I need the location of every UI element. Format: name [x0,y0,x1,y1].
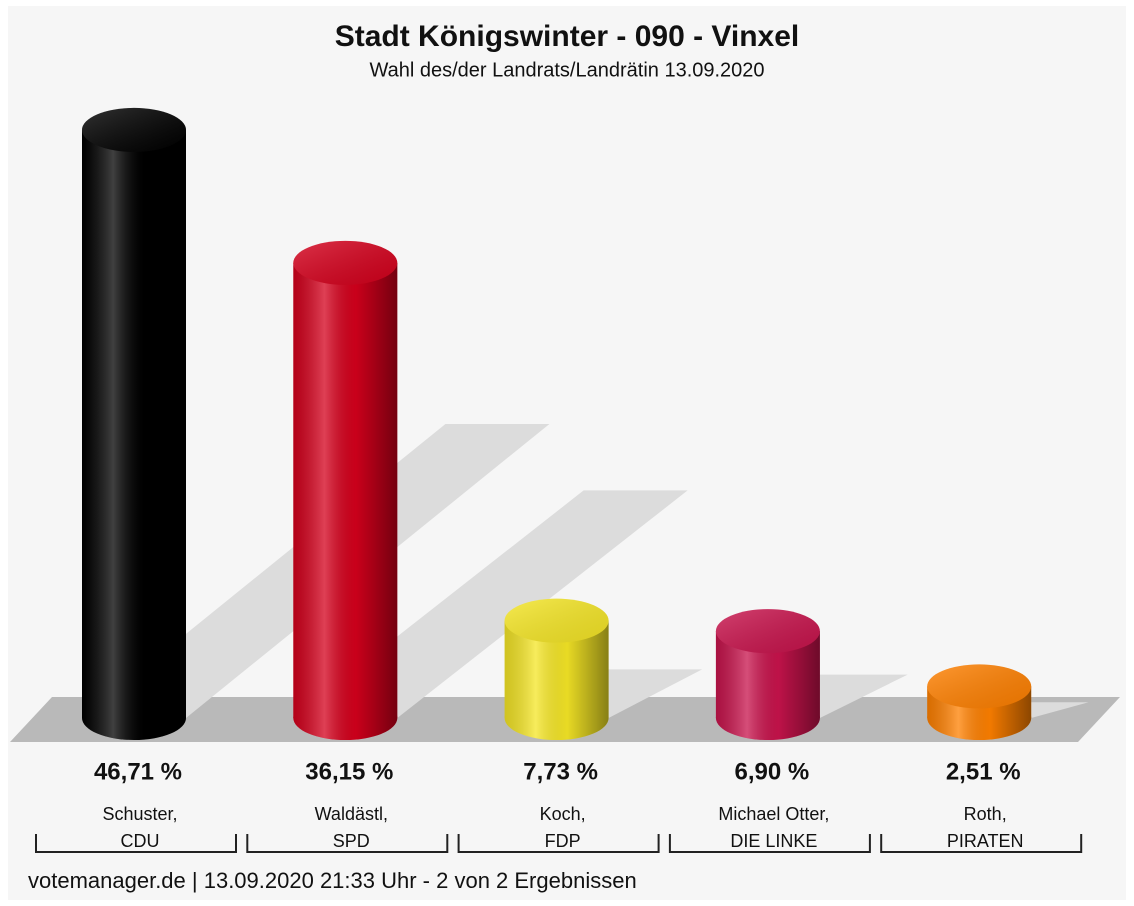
bar [927,664,1032,740]
bar [715,609,820,740]
category-bracket [35,834,237,853]
bar-top-shade [927,664,1032,709]
candidate-label: Koch, [540,804,586,824]
category-bracket [246,834,449,853]
x-tick-label: SPD [333,831,370,851]
x-tick-label: PIRATEN [947,831,1024,851]
chart-title: Stadt Königswinter - 090 - Vinxel [335,20,800,53]
category-bracket [668,834,871,853]
panel [8,6,1126,900]
value-label: 36,15 % [305,758,393,785]
x-tick-label: CDU [121,831,160,851]
x-tick-label: FDP [545,831,581,851]
candidate-label: Waldästl, [315,804,388,824]
bar [504,598,609,740]
bar-top-shade [293,240,398,285]
candidate-label: Schuster, [102,804,177,824]
category-bracket [880,834,1083,853]
bar [293,240,398,740]
candidate-label: Michael Otter, [718,804,829,824]
footer: votemanager.de | 13.09.2020 21:33 Uhr - … [28,868,637,893]
chart-subtitle: Wahl des/der Landrats/Landrätin 13.09.20… [369,59,764,81]
value-label: 6,90 % [735,758,810,785]
bar-top-shade [715,609,820,654]
x-tick-label: DIE LINKE [730,831,817,851]
category-bracket [457,834,660,853]
value-label: 2,51 % [946,758,1021,785]
bar-top-shade [82,107,186,152]
value-label: 7,73 % [523,758,598,785]
bar-top-shade [504,598,609,643]
bar-body-shade [82,129,186,719]
value-label: 46,71 % [94,758,182,785]
candidate-label: Roth, [964,804,1007,824]
bar [82,107,186,740]
bar-body-shade [293,262,398,718]
